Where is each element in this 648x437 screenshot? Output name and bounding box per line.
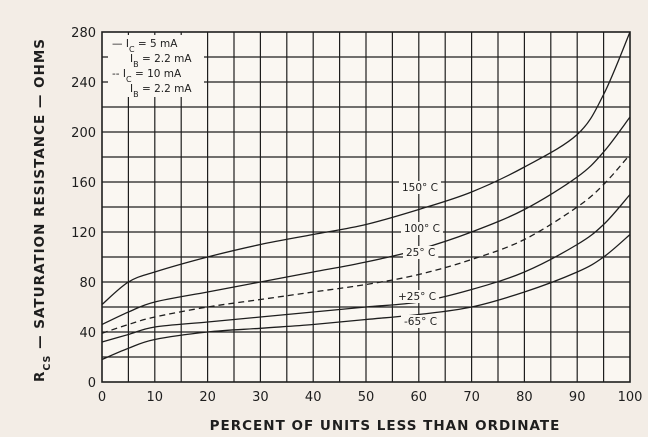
legend-entry-line: — IC = 5 mA [112, 38, 178, 54]
x-tick-label: 50 [358, 390, 375, 405]
curve-label-background [403, 246, 439, 259]
y-axis-title-subscript: CS [42, 355, 53, 371]
legend-entry-line: -- IC = 10 mA [112, 68, 182, 84]
legend-entry-line: IB = 2.2 mA [130, 83, 192, 99]
x-tick-label: 100 [618, 390, 643, 405]
legend-box [108, 35, 204, 97]
x-tick-label: 10 [147, 390, 164, 405]
x-tick-label: 90 [569, 390, 586, 405]
y-tick-label: 40 [79, 326, 96, 341]
grid [102, 32, 630, 382]
series-curve [101, 116, 631, 326]
x-axis-title: PERCENT OF UNITS LESS THAN ORDINATE [210, 418, 561, 434]
x-tick-label: 40 [305, 390, 322, 405]
curve-label-background [399, 181, 441, 194]
y-tick-label: 120 [71, 226, 96, 241]
curve-label: 150° C [402, 182, 438, 194]
x-tick-label: 70 [463, 390, 480, 405]
y-axis-title-rest: — SATURATION RESISTANCE — OHMS [32, 38, 48, 355]
curve-label-background [401, 315, 441, 328]
curve-label-background [395, 290, 440, 303]
x-tick-label: 80 [516, 390, 533, 405]
series-curve [101, 31, 631, 305]
x-tick-label: 60 [411, 390, 428, 405]
curve-label: 25° C [406, 247, 435, 259]
y-tick-label: 200 [71, 126, 96, 141]
x-tick-label: 30 [252, 390, 269, 405]
y-tick-label: 280 [71, 26, 96, 41]
curve-label: +25° C [398, 291, 436, 303]
tick-labels: 0 10 20 30 40 50 60 70 80 90 100 0 40 80 120 160 200 240 2… [71, 26, 642, 405]
x-tick-label: 0 [98, 390, 106, 405]
x-tick-label: 20 [199, 390, 216, 405]
legend-entry-line: IB = 2.2 mA [130, 53, 192, 69]
y-tick-label: 80 [79, 276, 96, 291]
y-axis-title: RCS — SATURATION RESISTANCE — OHMS [32, 38, 53, 382]
y-tick-label: 0 [88, 376, 96, 391]
series-curve [101, 234, 631, 361]
y-axis-title-main: R [32, 371, 48, 382]
curves [101, 31, 631, 361]
curve-label: -65° C [404, 316, 437, 328]
curve-label-background [401, 222, 443, 235]
curve-label: 100° C [404, 223, 440, 235]
y-tick-label: 240 [71, 76, 96, 91]
y-tick-label: 160 [71, 176, 96, 191]
curve-labels: 150° C 100° C 25° C +25° C -65° C [395, 181, 443, 328]
series-curve [101, 194, 631, 343]
series-curve [101, 154, 631, 334]
